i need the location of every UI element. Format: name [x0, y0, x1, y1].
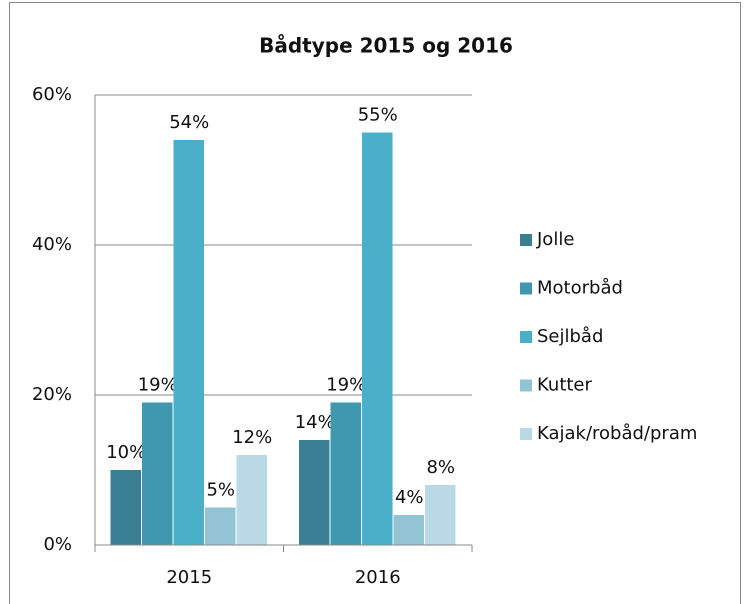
- data-label: 19%: [326, 375, 366, 396]
- data-label: 10%: [106, 442, 146, 463]
- legend-swatch: [520, 428, 532, 440]
- legend-label: Motorbåd: [537, 278, 623, 299]
- bar: [173, 140, 204, 545]
- bar: [142, 402, 173, 545]
- legend-swatch: [520, 331, 532, 343]
- legend-swatch: [520, 282, 532, 295]
- x-tick-label: 2015: [166, 567, 212, 588]
- bar: [425, 485, 456, 545]
- data-label: 4%: [395, 487, 424, 508]
- bar: [393, 515, 424, 545]
- legend-swatch: [520, 234, 532, 246]
- data-label: 12%: [232, 427, 272, 448]
- legend-label: Kutter: [537, 375, 593, 396]
- data-label: 5%: [206, 480, 235, 501]
- legend-label: Sejlbåd: [537, 326, 603, 347]
- chart-title: Bådtype 2015 og 2016: [259, 34, 513, 58]
- bar: [299, 440, 330, 545]
- data-label: 19%: [138, 375, 178, 396]
- data-label: 55%: [358, 105, 398, 126]
- x-tick-label: 2016: [355, 567, 401, 588]
- legend-label: Jolle: [536, 229, 574, 250]
- y-tick-label: 60%: [32, 84, 72, 105]
- bar: [110, 470, 141, 545]
- bar: [330, 402, 361, 545]
- data-label: 14%: [295, 412, 335, 433]
- bar: [362, 132, 393, 545]
- bar: [236, 455, 267, 545]
- y-tick-label: 0%: [43, 534, 72, 555]
- y-tick-label: 20%: [32, 384, 72, 405]
- legend-swatch: [520, 379, 532, 392]
- data-label: 54%: [169, 112, 209, 133]
- data-label: 8%: [426, 457, 455, 478]
- legend-label: Kajak/robåd/pram: [537, 423, 697, 444]
- y-tick-label: 40%: [32, 234, 72, 255]
- bar: [205, 507, 236, 545]
